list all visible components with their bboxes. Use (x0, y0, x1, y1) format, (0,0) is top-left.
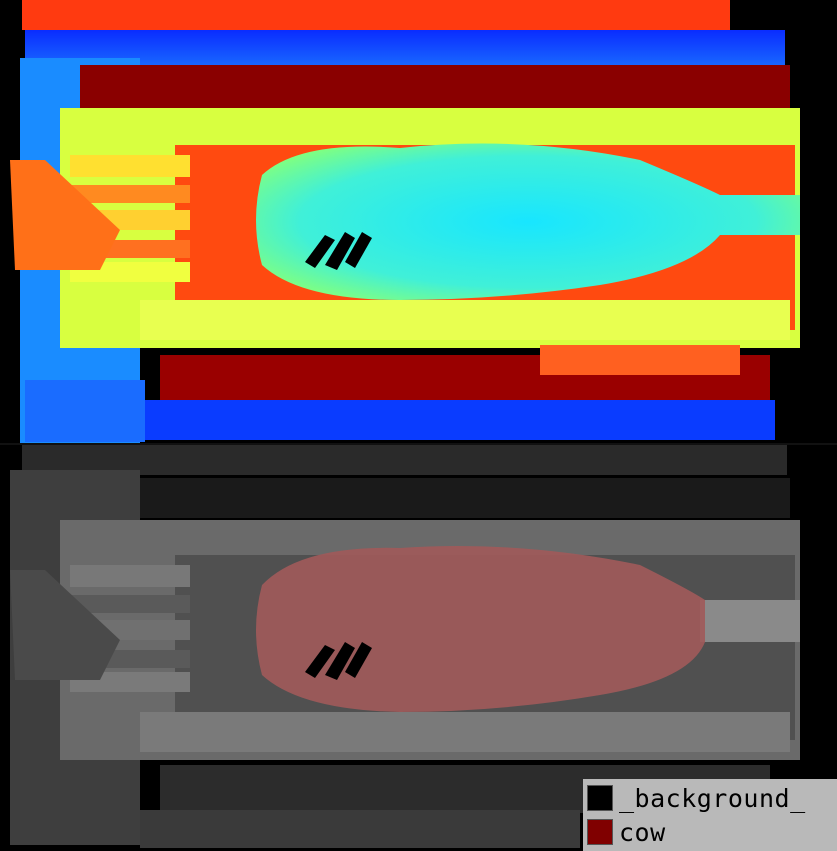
legend-swatch-cow (587, 819, 613, 845)
legend-swatch-background (587, 785, 613, 811)
legend: _background_ cow (583, 779, 837, 851)
legend-label-background: _background_ (619, 783, 806, 813)
legend-label-cow: cow (619, 817, 666, 847)
cow-segmentation-mask (256, 546, 705, 712)
legend-item-cow: cow (583, 815, 837, 849)
legend-item-background: _background_ (583, 781, 837, 815)
panel-separator (0, 443, 837, 445)
depth-colormap-panel (10, 0, 800, 443)
